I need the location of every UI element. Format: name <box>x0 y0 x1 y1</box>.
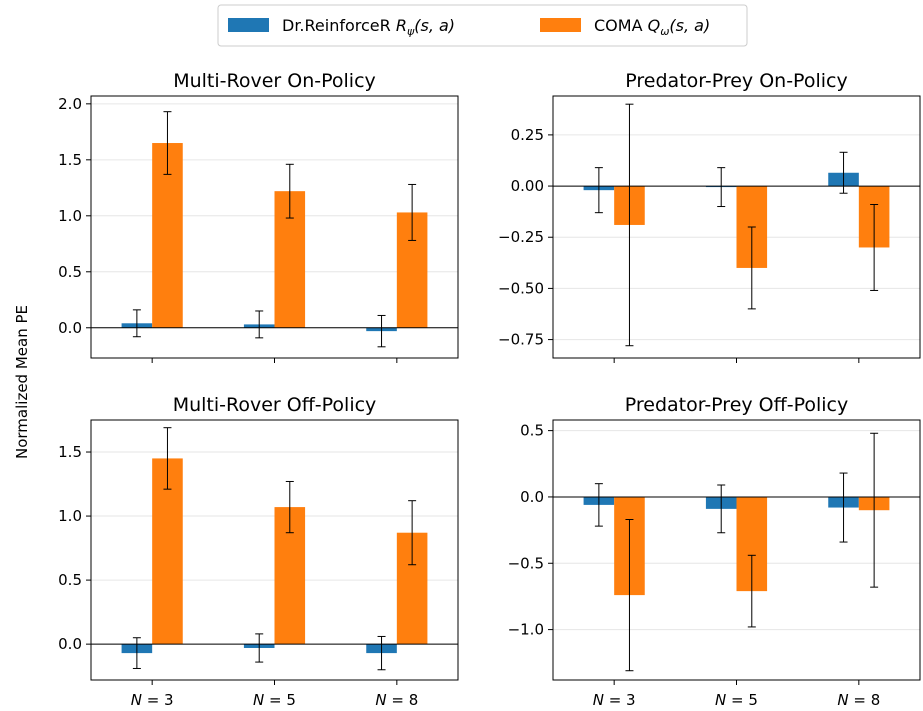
error-bar <box>408 183 417 241</box>
y-tick-label: −0.5 <box>508 554 544 572</box>
y-tick-label: 0.00 <box>511 177 544 195</box>
error-bar <box>717 167 726 208</box>
y-tick-label: 0.0 <box>58 635 82 653</box>
error-bar <box>594 483 603 527</box>
error-bar <box>870 432 879 588</box>
legend-label-dr-reinforcer: Dr.ReinforceR Rψ(s, a) <box>282 16 455 38</box>
error-bar <box>747 554 756 628</box>
legend-frame <box>217 4 748 47</box>
error-bar <box>625 103 634 347</box>
panels: 0.0 0.5 1.0 1.5 2.0 Multi-Rover On-Policy −0.7… <box>58 70 921 709</box>
legend-swatch-coma <box>540 18 581 32</box>
error-bar <box>377 635 386 671</box>
error-bar <box>870 203 879 291</box>
y-tick-label: 0.5 <box>58 571 82 589</box>
legend: Dr.ReinforceR Rψ(s, a) COMA Qω(s, a) <box>217 4 748 47</box>
error-bar <box>163 111 172 175</box>
error-bar <box>132 309 141 338</box>
error-bar <box>255 633 264 663</box>
panel-title: Predator-Prey On-Policy <box>625 70 847 92</box>
y-tick-label: 0.0 <box>520 488 544 506</box>
legend-label-coma: COMA Qω(s, a) <box>594 16 710 38</box>
y-tick-label: 1.0 <box>58 207 82 225</box>
panel-4: −1.0 −0.5 0.0 0.5 N = 3 N = 5 N = 8 Predator-Pr… <box>508 394 921 709</box>
error-bar <box>717 484 726 534</box>
y-tick-label: 1.0 <box>58 507 82 525</box>
x-tick-label: N = 5 <box>253 691 296 709</box>
panel-3: 0.0 0.5 1.0 1.5 N = 3 N = 5 N = 8 Multi-Rover O… <box>58 394 459 709</box>
x-tick-label: N = 8 <box>837 691 880 709</box>
error-bar <box>594 167 603 214</box>
y-tick-label: −1.0 <box>508 621 544 639</box>
y-tick-label: 2.0 <box>58 95 82 113</box>
error-bar <box>163 427 172 490</box>
error-bar <box>747 226 756 310</box>
error-bar <box>285 480 294 534</box>
error-bar <box>408 500 417 566</box>
y-tick-label: −0.50 <box>498 279 544 297</box>
panel-2: −0.75 −0.50 −0.25 0.00 0.25 Predator-Prey On-… <box>498 70 921 363</box>
panel-title: Predator-Prey Off-Policy <box>625 394 848 416</box>
y-tick-label: 0.5 <box>520 422 544 440</box>
legend-swatch-dr-reinforcer <box>228 18 269 32</box>
x-tick-label: N = 5 <box>715 691 758 709</box>
panel-title: Multi-Rover Off-Policy <box>173 394 377 416</box>
y-tick-label: 1.5 <box>58 151 82 169</box>
y-tick-label: 0.5 <box>58 263 82 281</box>
x-tick-label: N = 8 <box>375 691 418 709</box>
y-tick-label: 1.5 <box>58 443 82 461</box>
error-bar <box>625 518 634 672</box>
y-axis-label: Normalized Mean PE <box>13 305 31 459</box>
y-tick-label: 0.0 <box>58 319 82 337</box>
error-bar <box>839 151 848 194</box>
error-bar <box>132 637 141 669</box>
error-bar <box>377 314 386 348</box>
x-tick-label: N = 3 <box>593 691 636 709</box>
x-tick-label: N = 3 <box>131 691 174 709</box>
panel-title: Multi-Rover On-Policy <box>173 70 376 92</box>
y-tick-label: −0.25 <box>498 228 544 246</box>
y-tick-label: 0.25 <box>511 126 544 144</box>
error-bar <box>839 472 848 543</box>
panel-1: 0.0 0.5 1.0 1.5 2.0 Multi-Rover On-Policy <box>58 70 459 363</box>
error-bar <box>255 310 264 339</box>
error-bar <box>285 163 294 219</box>
y-tick-label: −0.75 <box>498 331 544 349</box>
